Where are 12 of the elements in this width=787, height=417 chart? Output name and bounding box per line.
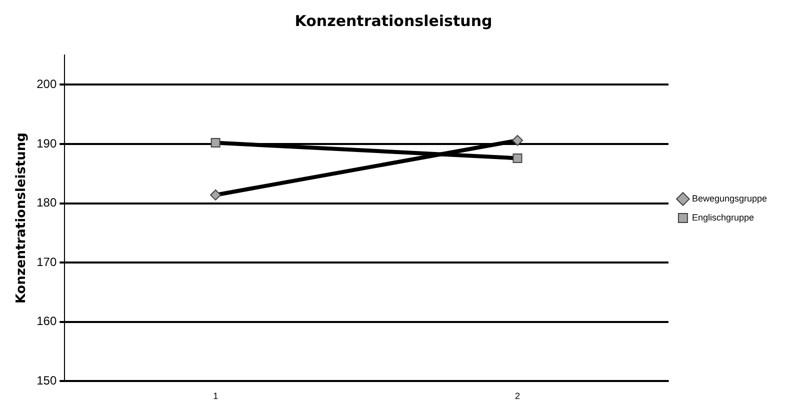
chart-title: Konzentrationsleistung [294,12,492,30]
x-tick-label: 2 [514,391,520,402]
legend-label: Bewegungsgruppe [692,193,768,204]
legend-label: Englischgruppe [692,212,754,222]
y-tick-label: 200 [36,76,57,91]
y-tick-label: 170 [36,254,57,269]
y-tick-label: 150 [36,374,57,388]
x-tick-label: 1 [213,391,218,402]
y-axis-title: Konzentrationsleistung [14,132,30,304]
y-tick-label: 160 [36,314,57,328]
y-tick-label: 180 [36,196,57,210]
y-tick-label: 190 [36,136,57,150]
